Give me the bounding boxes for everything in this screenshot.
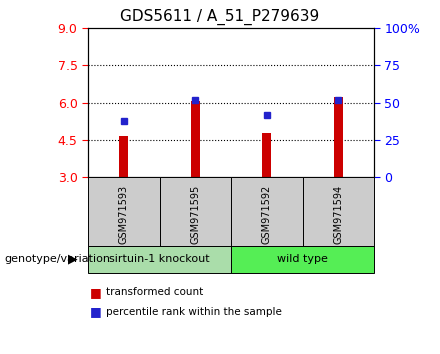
Text: transformed count: transformed count [106,287,204,297]
Text: GSM971593: GSM971593 [119,185,129,244]
Bar [191,101,200,177]
Text: GSM971592: GSM971592 [262,185,272,244]
Text: GSM971594: GSM971594 [333,185,343,244]
Bar [263,133,271,177]
Text: GSM971595: GSM971595 [190,185,200,244]
Text: GDS5611 / A_51_P279639: GDS5611 / A_51_P279639 [121,9,319,25]
Text: ■: ■ [90,286,102,298]
Text: sirtuin-1 knockout: sirtuin-1 knockout [109,254,210,264]
Bar [334,97,343,177]
Text: percentile rank within the sample: percentile rank within the sample [106,307,282,316]
Bar [120,136,128,177]
Text: ▶: ▶ [68,253,78,266]
Text: wild type: wild type [277,254,328,264]
Text: ■: ■ [90,305,102,318]
Text: genotype/variation: genotype/variation [4,254,110,264]
